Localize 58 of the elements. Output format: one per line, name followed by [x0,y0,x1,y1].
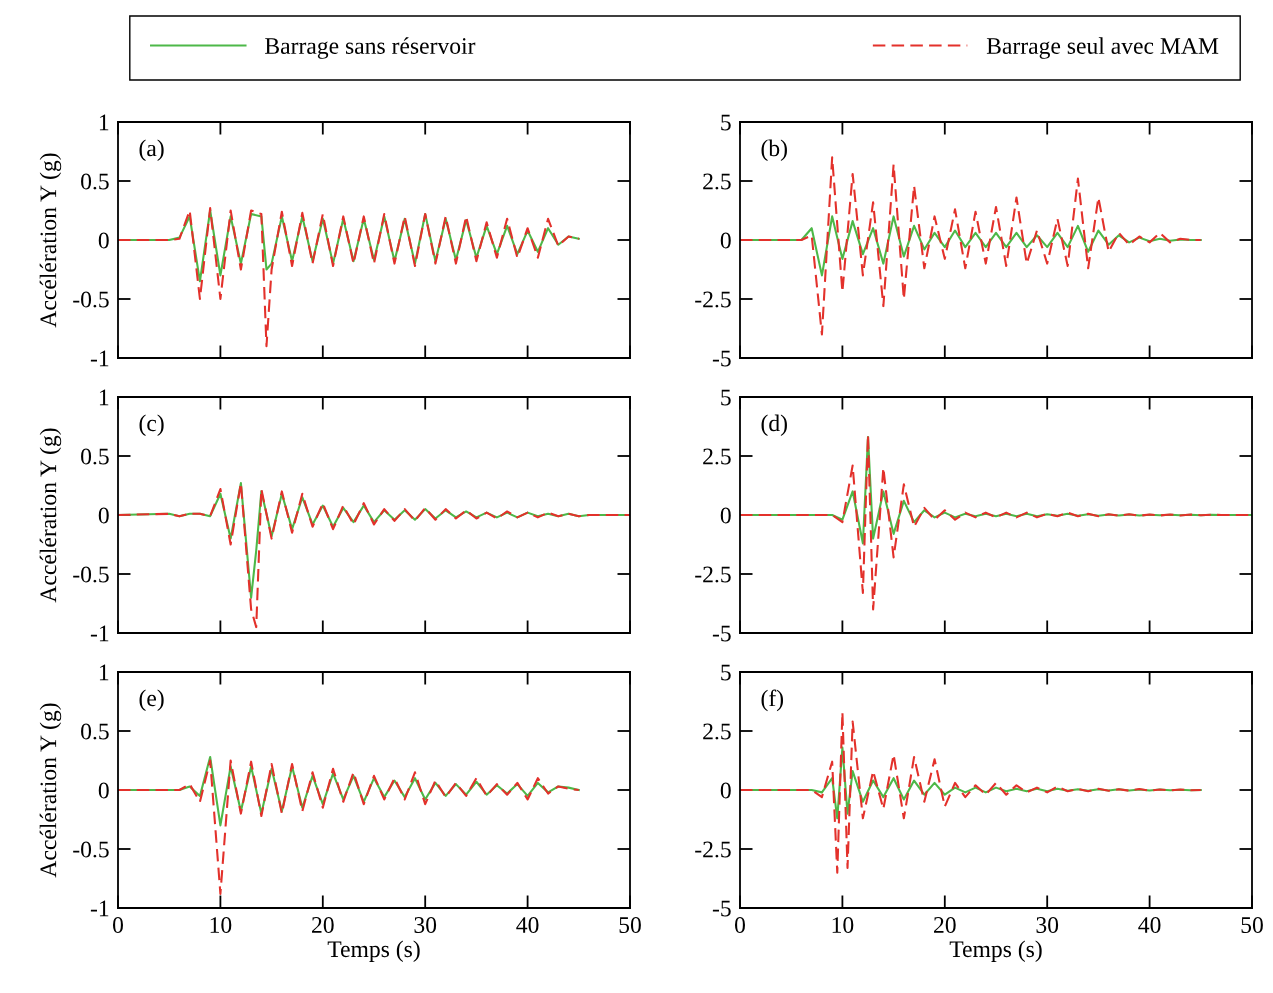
y-tick-label: -5 [712,350,731,367]
x-tick-label: 20 [312,917,334,933]
y-tick-label: -2.5 [695,566,731,583]
x-tick-label: 40 [516,917,539,933]
y-tick-label: 0.5 [81,448,109,465]
y-axis-title: Accélération Y (g) [39,153,62,328]
x-tick-label: 30 [1036,917,1059,933]
y-tick-label: -0.5 [73,566,109,583]
x-tick-label: 10 [210,917,232,933]
line-series [118,759,580,895]
y-tick-label: -5 [712,900,731,917]
y-tick-label: 2.5 [703,448,731,465]
x-tick-label: 0 [113,917,123,933]
y-tick-label: 0.5 [81,173,109,190]
y-tick-label: 0 [98,232,109,249]
y-tick-label: 2.5 [703,723,731,740]
y-tick-label: 1 [99,389,109,406]
x-tick-label: 50 [1241,917,1263,933]
legend-label: Barrage sans réservoir [265,37,476,59]
line-series [740,711,1202,874]
y-tick-label: 0 [720,232,731,249]
y-tick-label: -2.5 [695,291,731,308]
y-tick-label: 0 [720,507,731,524]
annotation: (b) [761,139,787,162]
y-tick-label: 5 [721,389,731,406]
annotation: (f) [761,689,784,712]
y-tick-label: 2.5 [703,173,731,190]
x-axis-title: Temps (s) [327,940,420,962]
y-tick-label: 1 [99,664,109,681]
x-tick-label: 20 [934,917,956,933]
y-tick-label: -5 [712,625,731,642]
annotation: (e) [139,689,164,712]
y-tick-label: 0 [98,507,109,524]
y-tick-label: 5 [721,114,731,131]
y-tick-label: -0.5 [73,291,109,308]
y-tick-label: 1 [99,114,109,131]
y-tick-label: -0.5 [73,841,109,858]
annotation: (a) [139,139,164,162]
y-tick-label: -1 [90,900,109,917]
annotation: (d) [761,414,787,437]
annotation: (c) [139,414,164,437]
y-tick-label: -1 [90,625,109,642]
line-series [118,207,580,348]
y-tick-label: -2.5 [695,841,731,858]
x-tick-label: 10 [832,917,854,933]
x-tick-label: 30 [414,917,437,933]
y-axis-title: Accélération Y (g) [39,428,62,603]
y-tick-label: 0.5 [81,723,109,740]
x-tick-label: 50 [619,917,641,933]
y-tick-label: 5 [721,664,731,681]
y-axis-title: Accélération Y (g) [39,703,62,878]
y-tick-label: 0 [720,782,731,799]
legend-label: Barrage seul avec MAM [986,37,1219,59]
x-tick-label: 0 [735,917,745,933]
y-tick-label: -1 [90,350,109,367]
x-tick-label: 40 [1138,917,1161,933]
y-tick-label: 0 [98,782,109,799]
x-axis-title: Temps (s) [949,940,1042,962]
